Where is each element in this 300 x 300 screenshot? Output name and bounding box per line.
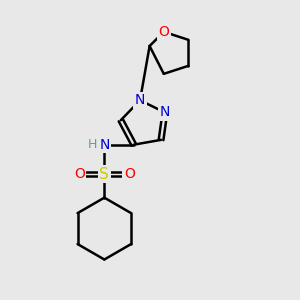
- Text: N: N: [99, 138, 110, 152]
- Text: N: N: [135, 93, 145, 107]
- Text: O: O: [158, 25, 169, 39]
- Text: H: H: [87, 138, 97, 151]
- Text: N: N: [160, 105, 170, 119]
- Text: O: O: [74, 167, 85, 181]
- Text: O: O: [124, 167, 135, 181]
- Text: S: S: [100, 167, 109, 182]
